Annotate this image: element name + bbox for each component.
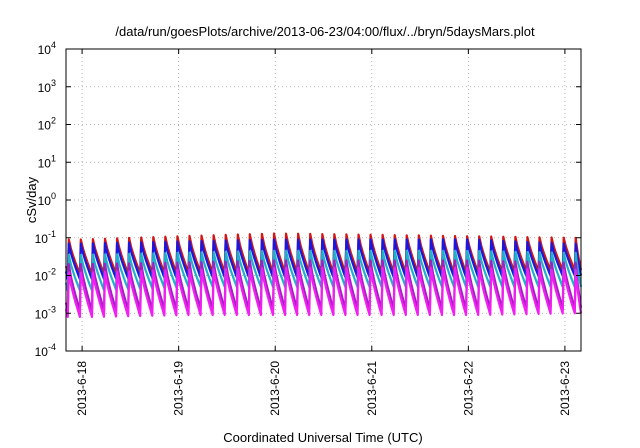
x-tick-label: 2013-6-18 bbox=[75, 361, 89, 416]
x-tick-label: 2013-6-19 bbox=[172, 361, 186, 416]
y-tick-label: 103 bbox=[38, 78, 56, 95]
y-tick-labels: 104 103 102 101 100 10-1 10-2 10-3 10-4 bbox=[35, 40, 56, 359]
y-tick-label: 10-3 bbox=[35, 304, 56, 321]
series-layer bbox=[64, 232, 583, 318]
series-line bbox=[64, 249, 583, 292]
chart-title: /data/run/goesPlots/archive/2013-06-23/0… bbox=[115, 24, 535, 39]
y-tick-label: 101 bbox=[38, 153, 56, 170]
y-axis-label: cSv/day bbox=[24, 176, 39, 223]
x-tick-label: 2013-6-21 bbox=[365, 361, 379, 416]
axis-ticks bbox=[66, 48, 581, 352]
x-axis-label: Coordinated Universal Time (UTC) bbox=[223, 430, 422, 445]
grid bbox=[66, 48, 581, 352]
x-tick-label: 2013-6-22 bbox=[461, 361, 475, 416]
y-tick-label: 10-2 bbox=[35, 267, 56, 284]
series-line bbox=[64, 259, 583, 312]
y-tick-label: 104 bbox=[38, 40, 56, 57]
plot-frame bbox=[65, 48, 582, 352]
y-tick-label: 100 bbox=[38, 191, 56, 208]
series-line bbox=[64, 232, 583, 275]
y-tick-label: 10-1 bbox=[35, 229, 56, 246]
series-line bbox=[64, 266, 583, 318]
x-tick-labels: 2013-6-18 2013-6-19 2013-6-20 2013-6-21 2013… bbox=[75, 361, 572, 416]
x-tick-label: 2013-6-20 bbox=[268, 361, 282, 416]
x-tick-label: 2013-6-23 bbox=[558, 361, 572, 416]
y-tick-label: 102 bbox=[38, 116, 56, 133]
y-tick-label: 10-4 bbox=[35, 342, 56, 359]
series-line bbox=[64, 238, 583, 281]
